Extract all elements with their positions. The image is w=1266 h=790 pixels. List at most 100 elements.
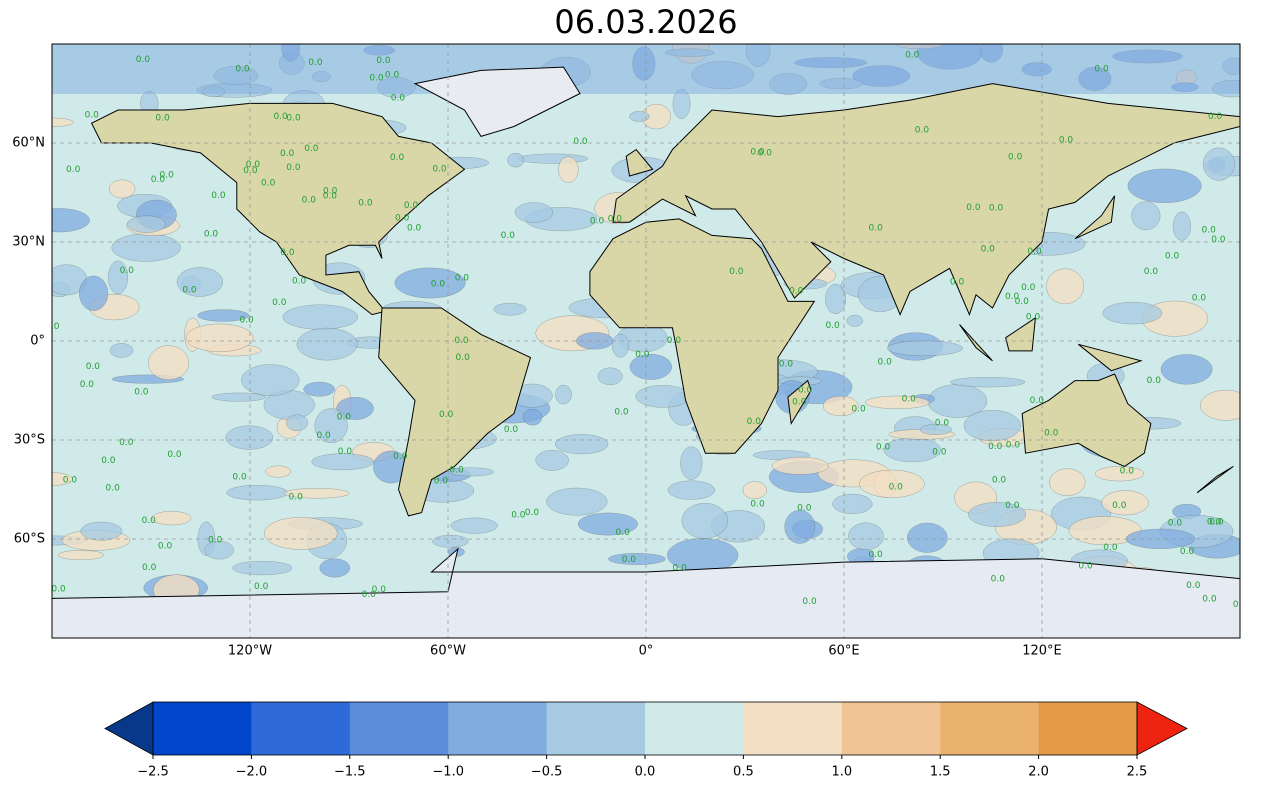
colorbar-tick-label: 1.0 [831, 765, 852, 780]
anomaly-patch [907, 522, 948, 553]
colorbar-segment [841, 702, 941, 755]
contour-label: 0.0 [1120, 466, 1135, 476]
colorbar-segment [940, 702, 1040, 755]
contour-label: 0.0 [158, 542, 173, 552]
contour-label: 0.0 [750, 147, 765, 157]
anomaly-patch [1094, 466, 1145, 482]
contour-label: 0.0 [80, 380, 95, 390]
colorbar-tick-label: −2.5 [137, 765, 169, 780]
colorbar-segment [251, 702, 351, 755]
contour-label: 0.0 [747, 417, 762, 427]
contour-label: 0.0 [393, 452, 408, 462]
contour-label: 0.0 [51, 585, 66, 595]
anomaly-patch [204, 540, 234, 560]
contour-label: 0.0 [525, 508, 540, 518]
contour-label: 0.0 [798, 385, 813, 395]
contour-label: 0.0 [1192, 293, 1207, 303]
anomaly-patch [608, 553, 666, 565]
contour-label: 0.0 [167, 450, 182, 460]
colorbar-segment [153, 702, 252, 755]
land [1005, 316, 1037, 352]
contour-label: 0.0 [1006, 441, 1021, 451]
contour-label: 0.0 [142, 516, 157, 526]
anomaly-patch [283, 488, 350, 499]
x-tick-label: 60°E [828, 644, 859, 659]
contour-label: 0.0 [1008, 152, 1023, 162]
anomaly-patch [968, 502, 1026, 527]
contour-label: 0.0 [966, 203, 981, 213]
anomaly-patch [514, 202, 553, 223]
contour-label: 0.0 [337, 413, 352, 423]
contour-label: 0.0 [272, 298, 287, 308]
contour-label: 0.0 [1078, 562, 1093, 572]
colorbar-tick-label: −1.0 [432, 765, 464, 780]
contour-label: 0.0 [869, 224, 884, 234]
anomaly-patch [80, 521, 123, 541]
contour-label: 0.0 [66, 165, 81, 175]
contour-label: 0.0 [729, 267, 744, 277]
y-tick-label: 30°N [12, 235, 45, 250]
contour-label: 0.0 [868, 550, 883, 560]
anomaly-patch [127, 215, 166, 233]
contour-label: 0.0 [376, 56, 391, 66]
contour-label: 0.0 [390, 153, 405, 163]
anomaly-patch [546, 487, 608, 516]
contour-label: 0.0 [789, 286, 804, 296]
anomaly-patch [611, 333, 630, 358]
contour-label: 0.0 [504, 425, 519, 435]
anomaly-patch [314, 408, 348, 444]
land [1196, 465, 1234, 494]
contour-label: 0.0 [369, 74, 384, 84]
contour-label: 0.0 [750, 500, 765, 510]
land [90, 102, 466, 316]
anomaly-patch [597, 367, 623, 385]
contour-label: 0.0 [273, 112, 288, 122]
land [787, 379, 812, 425]
contour-label: 0.0 [635, 350, 650, 360]
colorbar-segment [645, 702, 744, 755]
contour-label: 0.0 [385, 71, 400, 81]
land [625, 148, 654, 177]
contour-label: 0.0 [608, 214, 623, 224]
contour-label: 0.0 [338, 447, 353, 457]
contour-label: 0.0 [1094, 64, 1109, 74]
colorbar-tick-label: 0.5 [733, 765, 754, 780]
anomaly-patch [296, 327, 358, 361]
land [612, 83, 1240, 317]
colorbar: −2.5 −2.0 −1.5 −1.0 −0.5 0.0 0.5 1.0 1.5 2.0 2.5 [104, 701, 1188, 780]
anomaly-patch [848, 522, 884, 550]
contour-label: 0.0 [667, 336, 682, 346]
contour-label: 0.0 [876, 442, 891, 452]
anomaly-patch [507, 152, 525, 168]
anomaly-patch [197, 309, 250, 322]
anomaly-patch [111, 233, 181, 262]
contour-label: 0.0 [1202, 226, 1217, 236]
contour-label: 0.0 [289, 493, 304, 503]
anomaly-patch [52, 117, 74, 127]
contour-label: 0.0 [395, 214, 410, 224]
anomaly-patch [263, 517, 338, 550]
contour-label: 0.0 [101, 456, 116, 466]
contour-label: 0.0 [1044, 428, 1059, 438]
contour-label: 0.0 [1202, 594, 1217, 604]
contour-label: 0.0 [1059, 135, 1074, 145]
contour-label: 0.0 [792, 397, 807, 407]
contour-label: 0.0 [235, 64, 250, 74]
y-tick-label: 60°N [12, 136, 45, 151]
contour-label: 0.0 [304, 144, 319, 154]
contour-label: 0.0 [878, 358, 893, 368]
contour-label: 0.0 [142, 563, 157, 573]
contour-label: 0.0 [362, 590, 377, 600]
map-frame [51, 43, 1241, 639]
anomaly-patch [629, 354, 672, 380]
anomaly-patch [1046, 268, 1084, 305]
anomaly-patch [859, 469, 925, 498]
anomaly-patch [109, 343, 134, 358]
anomaly-patch [108, 260, 128, 295]
anomaly-patch [825, 283, 846, 314]
contour-label: 0.0 [439, 410, 454, 420]
contour-label: 0.0 [1233, 600, 1248, 610]
contour-label: 0.0 [404, 201, 419, 211]
contour-label: 0.0 [63, 476, 78, 486]
contour-label: 0.0 [323, 186, 338, 196]
